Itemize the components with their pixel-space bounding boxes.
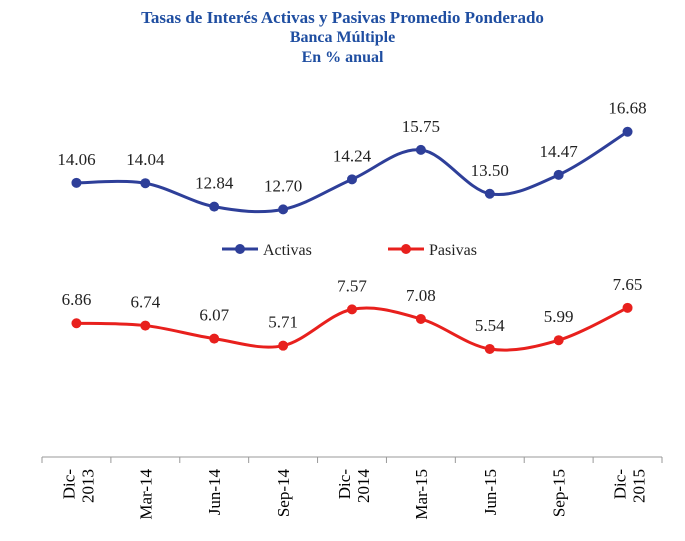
data-label-pasivas: 5.54 <box>475 316 505 335</box>
data-label-pasivas: 6.74 <box>130 293 160 312</box>
data-label-activas: 13.50 <box>471 161 509 180</box>
x-tick-label: Mar-14 <box>136 469 155 520</box>
data-point-activas <box>140 178 151 189</box>
x-tick-label: Dic-2014 <box>335 469 373 504</box>
data-point-pasivas <box>278 340 289 351</box>
data-label-pasivas: 7.65 <box>613 275 643 294</box>
data-point-pasivas <box>622 302 633 313</box>
data-label-activas: 14.47 <box>540 142 579 161</box>
legend-label-activas: Activas <box>263 242 312 259</box>
data-label-pasivas: 6.86 <box>62 290 92 309</box>
data-point-pasivas <box>553 335 564 346</box>
data-point-pasivas <box>140 320 151 331</box>
data-point-activas <box>484 188 495 199</box>
data-label-activas: 14.04 <box>126 150 165 169</box>
x-tick-label: Dic-2015 <box>611 469 649 503</box>
x-tick-label: Sep-14 <box>274 469 293 518</box>
chart-subtitle-2: En % anual <box>301 49 384 66</box>
data-point-pasivas <box>209 333 220 344</box>
data-point-pasivas <box>415 313 426 324</box>
data-point-activas <box>347 174 357 185</box>
chart-subtitle-1: Banca Múltiple <box>289 29 396 46</box>
legend-label-pasivas: Pasivas <box>429 242 477 259</box>
data-point-activas <box>622 126 633 137</box>
data-label-pasivas: 7.08 <box>406 286 436 305</box>
data-point-activas <box>415 144 426 155</box>
data-label-activas: 12.70 <box>264 176 302 195</box>
x-tick-label: Jun-15 <box>481 469 500 515</box>
data-label-activas: 15.75 <box>402 117 440 136</box>
data-label-pasivas: 5.71 <box>268 313 298 332</box>
data-label-activas: 14.06 <box>57 150 95 169</box>
x-tick-label: Jun-14 <box>205 469 224 516</box>
data-label-activas: 16.68 <box>608 99 646 118</box>
data-point-activas <box>553 169 564 180</box>
data-label-activas: 14.24 <box>333 146 372 165</box>
x-tick-label: Sep-15 <box>550 469 569 517</box>
data-point-pasivas <box>71 318 82 329</box>
data-label-activas: 12.84 <box>195 174 234 193</box>
data-point-activas <box>71 177 82 188</box>
legend-marker <box>235 244 245 254</box>
x-tick-label: Mar-15 <box>412 469 431 520</box>
data-point-pasivas <box>484 343 495 354</box>
data-point-pasivas <box>347 304 357 315</box>
data-label-pasivas: 6.07 <box>199 306 229 325</box>
legend-marker <box>401 244 411 254</box>
data-point-activas <box>278 204 289 215</box>
data-label-pasivas: 5.99 <box>544 307 574 326</box>
x-tick-label: Dic-2013 <box>59 469 97 503</box>
data-point-activas <box>209 201 220 212</box>
chart-title: Tasas de Interés Activas y Pasivas Prome… <box>141 8 544 27</box>
data-label-pasivas: 7.57 <box>337 276 367 295</box>
